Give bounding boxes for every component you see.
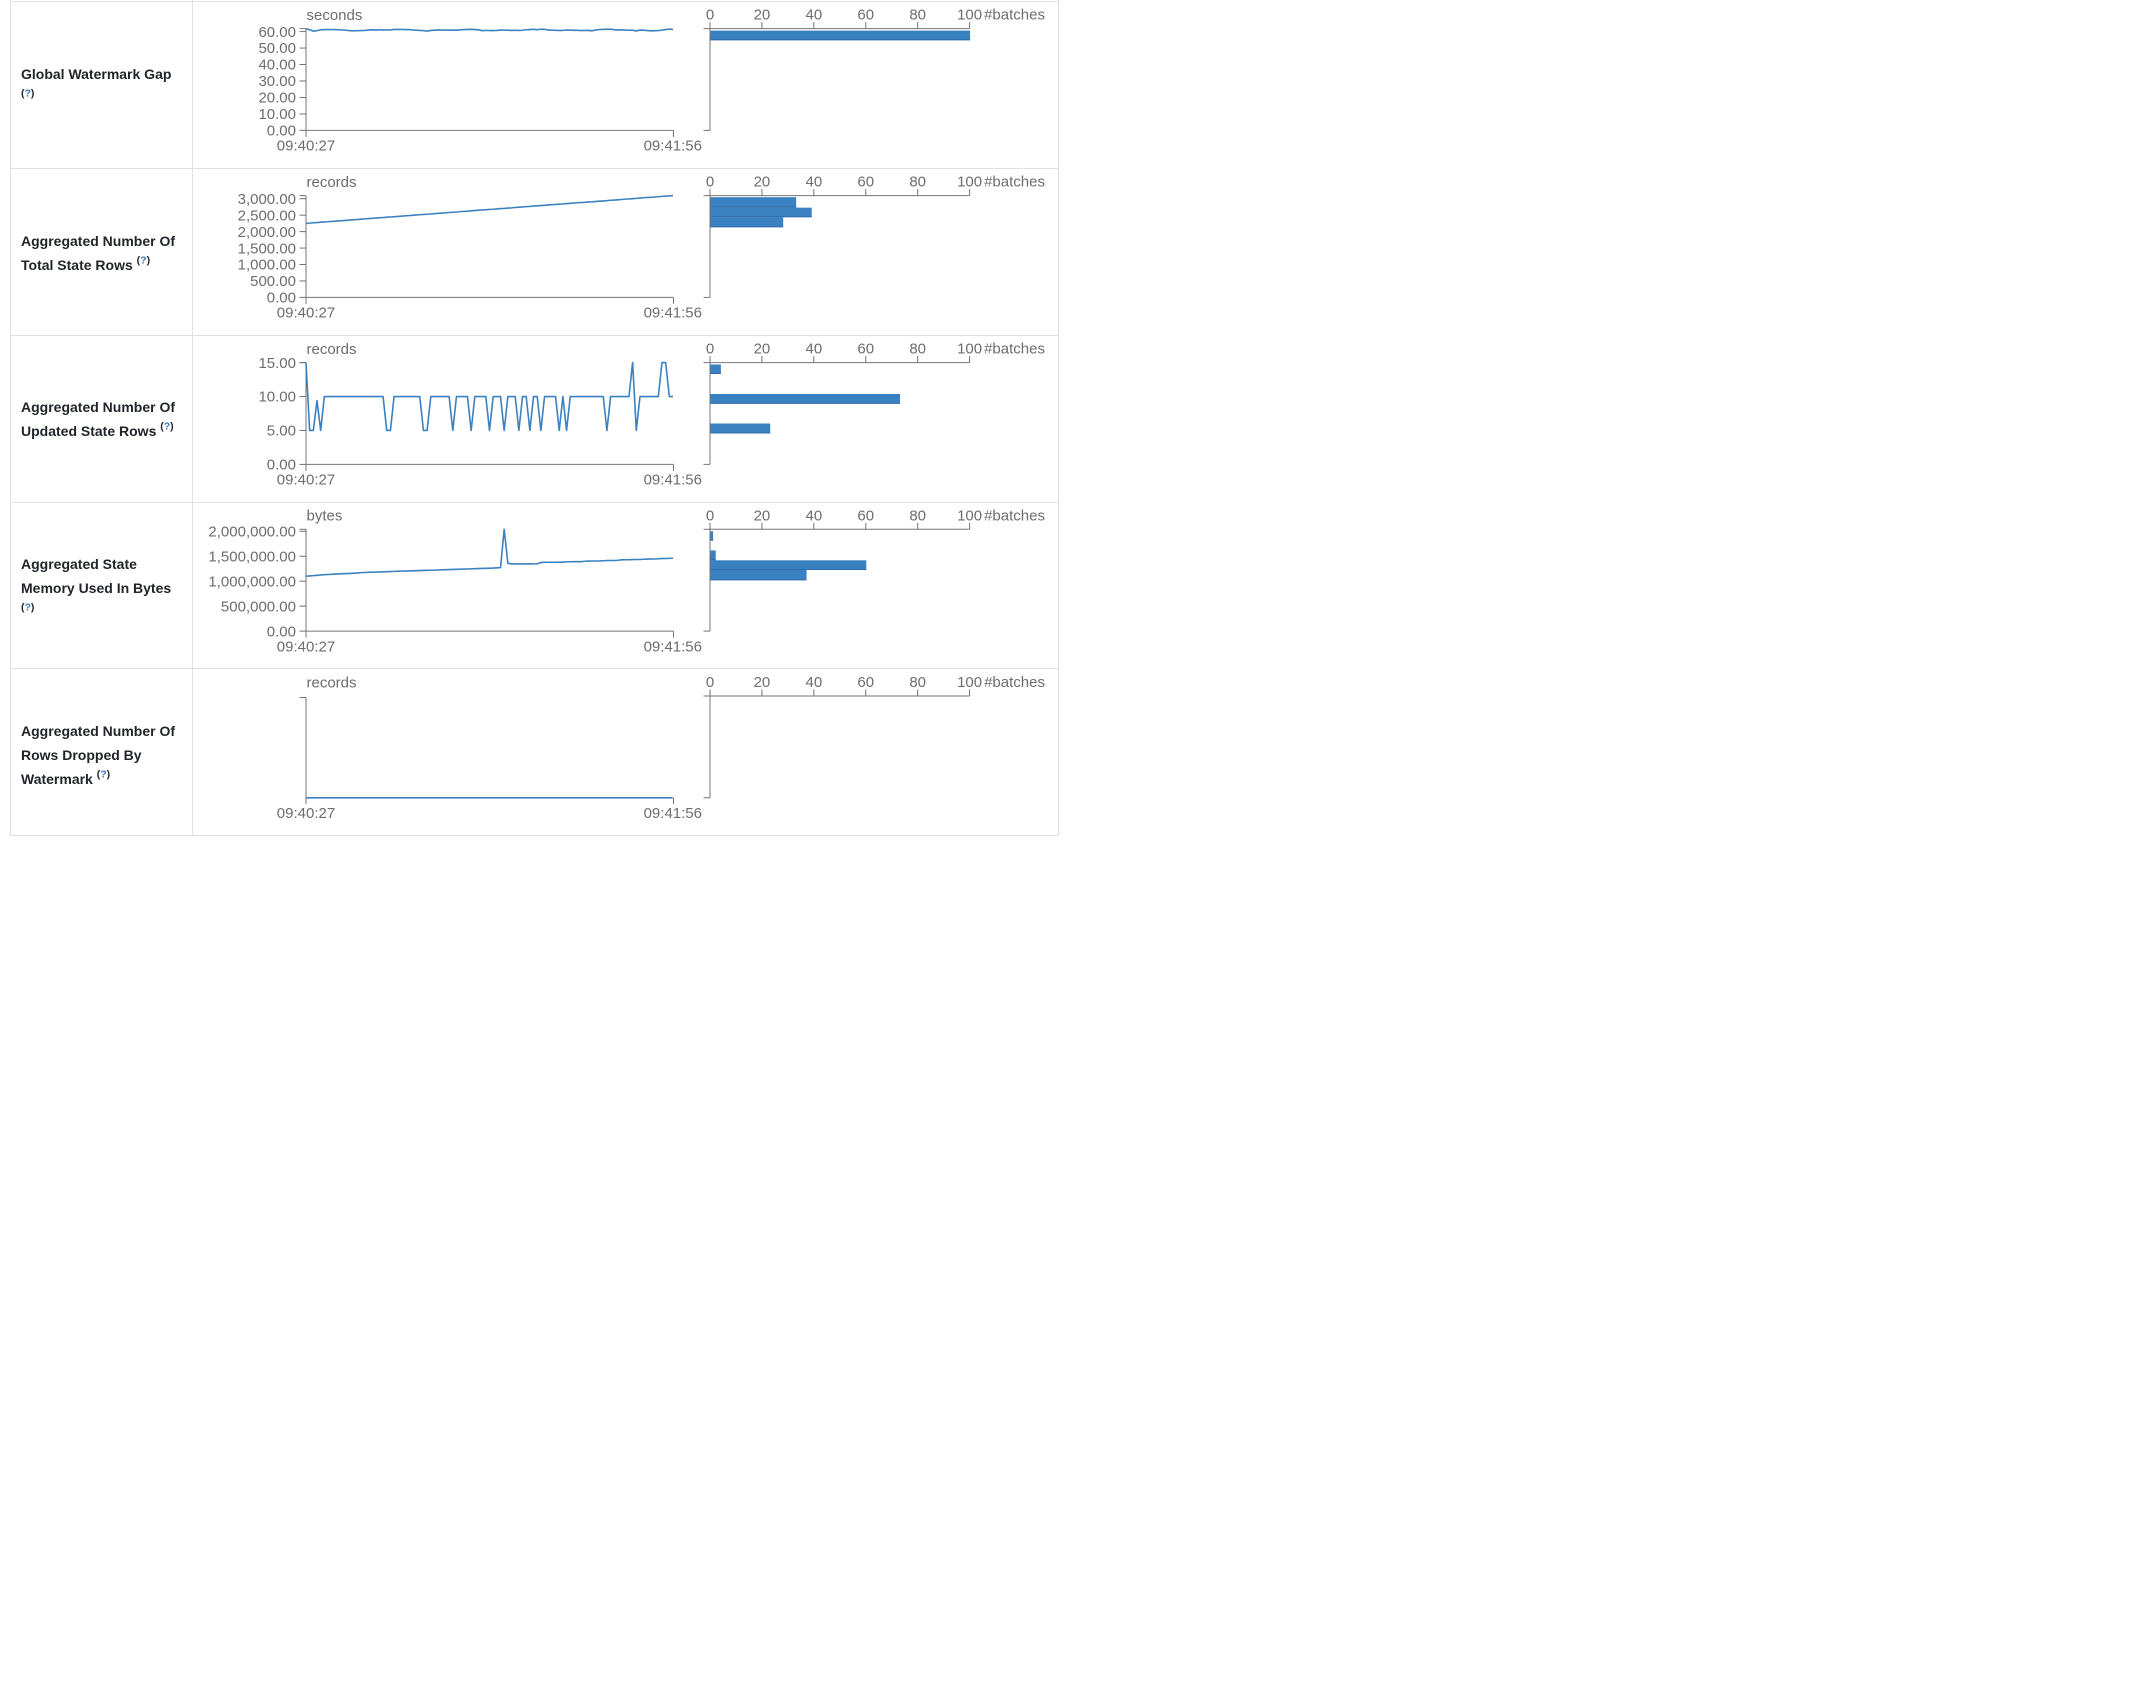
svg-text:40: 40 [805,174,822,191]
svg-text:80: 80 [909,174,926,191]
svg-text:2,500.00: 2,500.00 [238,207,296,224]
svg-text:100: 100 [957,174,982,191]
svg-text:20: 20 [754,7,771,24]
svg-text:09:40:27: 09:40:27 [277,305,335,322]
svg-text:40: 40 [805,341,822,358]
svg-text:09:41:56: 09:41:56 [644,305,702,322]
svg-text:1,500,000.00: 1,500,000.00 [208,548,296,565]
svg-text:#batches: #batches [984,507,1045,524]
svg-text:09:41:56: 09:41:56 [644,472,702,489]
svg-text:0: 0 [706,174,714,191]
svg-text:40.00: 40.00 [258,57,296,74]
svg-text:100: 100 [957,507,982,524]
svg-text:10.00: 10.00 [258,389,296,406]
svg-text:60: 60 [857,507,874,524]
svg-text:0: 0 [706,341,714,358]
svg-text:0: 0 [706,7,714,24]
svg-text:1,000.00: 1,000.00 [238,257,296,274]
svg-text:09:40:27: 09:40:27 [277,638,335,655]
svg-text:09:41:56: 09:41:56 [644,805,702,822]
svg-text:20: 20 [754,674,771,691]
svg-text:20.00: 20.00 [258,90,296,107]
svg-text:#batches: #batches [984,341,1045,358]
svg-text:40: 40 [805,7,822,24]
svg-text:09:40:27: 09:40:27 [277,138,335,155]
svg-text:0: 0 [706,507,714,524]
svg-text:0: 0 [706,674,714,691]
svg-text:500.00: 500.00 [250,273,296,290]
svg-text:100: 100 [957,674,982,691]
svg-text:bytes: bytes [307,508,343,525]
svg-text:0.00: 0.00 [267,623,296,640]
svg-text:100: 100 [957,7,982,24]
svg-text:60.00: 60.00 [258,24,296,41]
svg-text:1,500.00: 1,500.00 [238,240,296,257]
svg-text:1,000,000.00: 1,000,000.00 [208,573,296,590]
svg-text:60: 60 [857,174,874,191]
svg-text:500,000.00: 500,000.00 [221,598,296,615]
svg-text:0.00: 0.00 [267,123,296,140]
svg-text:records: records [307,174,357,191]
svg-text:80: 80 [909,341,926,358]
svg-text:09:41:56: 09:41:56 [644,138,702,155]
svg-text:60: 60 [857,341,874,358]
svg-text:0.00: 0.00 [267,290,296,307]
svg-text:2,000.00: 2,000.00 [238,224,296,241]
svg-text:80: 80 [909,7,926,24]
svg-text:60: 60 [857,7,874,24]
svg-text:#batches: #batches [984,674,1045,691]
svg-text:40: 40 [805,507,822,524]
svg-text:40: 40 [805,674,822,691]
svg-text:seconds: seconds [307,7,363,24]
svg-text:#batches: #batches [984,174,1045,191]
svg-text:15.00: 15.00 [258,355,296,372]
svg-text:10.00: 10.00 [258,106,296,123]
svg-text:09:41:56: 09:41:56 [644,638,702,655]
svg-text:20: 20 [754,507,771,524]
svg-text:0.00: 0.00 [267,457,296,474]
svg-text:100: 100 [957,341,982,358]
svg-text:20: 20 [754,174,771,191]
svg-text:80: 80 [909,507,926,524]
svg-text:80: 80 [909,674,926,691]
svg-text:09:40:27: 09:40:27 [277,472,335,489]
svg-text:09:40:27: 09:40:27 [277,805,335,822]
svg-text:records: records [307,341,357,358]
svg-text:30.00: 30.00 [258,73,296,90]
svg-text:records: records [307,674,357,691]
svg-text:5.00: 5.00 [267,423,296,440]
svg-text:#batches: #batches [984,7,1045,24]
svg-text:60: 60 [857,674,874,691]
svg-text:20: 20 [754,341,771,358]
svg-text:3,000.00: 3,000.00 [238,191,296,208]
svg-text:50.00: 50.00 [258,40,296,57]
svg-text:2,000,000.00: 2,000,000.00 [208,524,296,541]
